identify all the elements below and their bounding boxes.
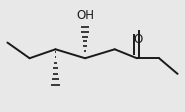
- Text: O: O: [133, 33, 142, 46]
- Text: OH: OH: [76, 9, 94, 22]
